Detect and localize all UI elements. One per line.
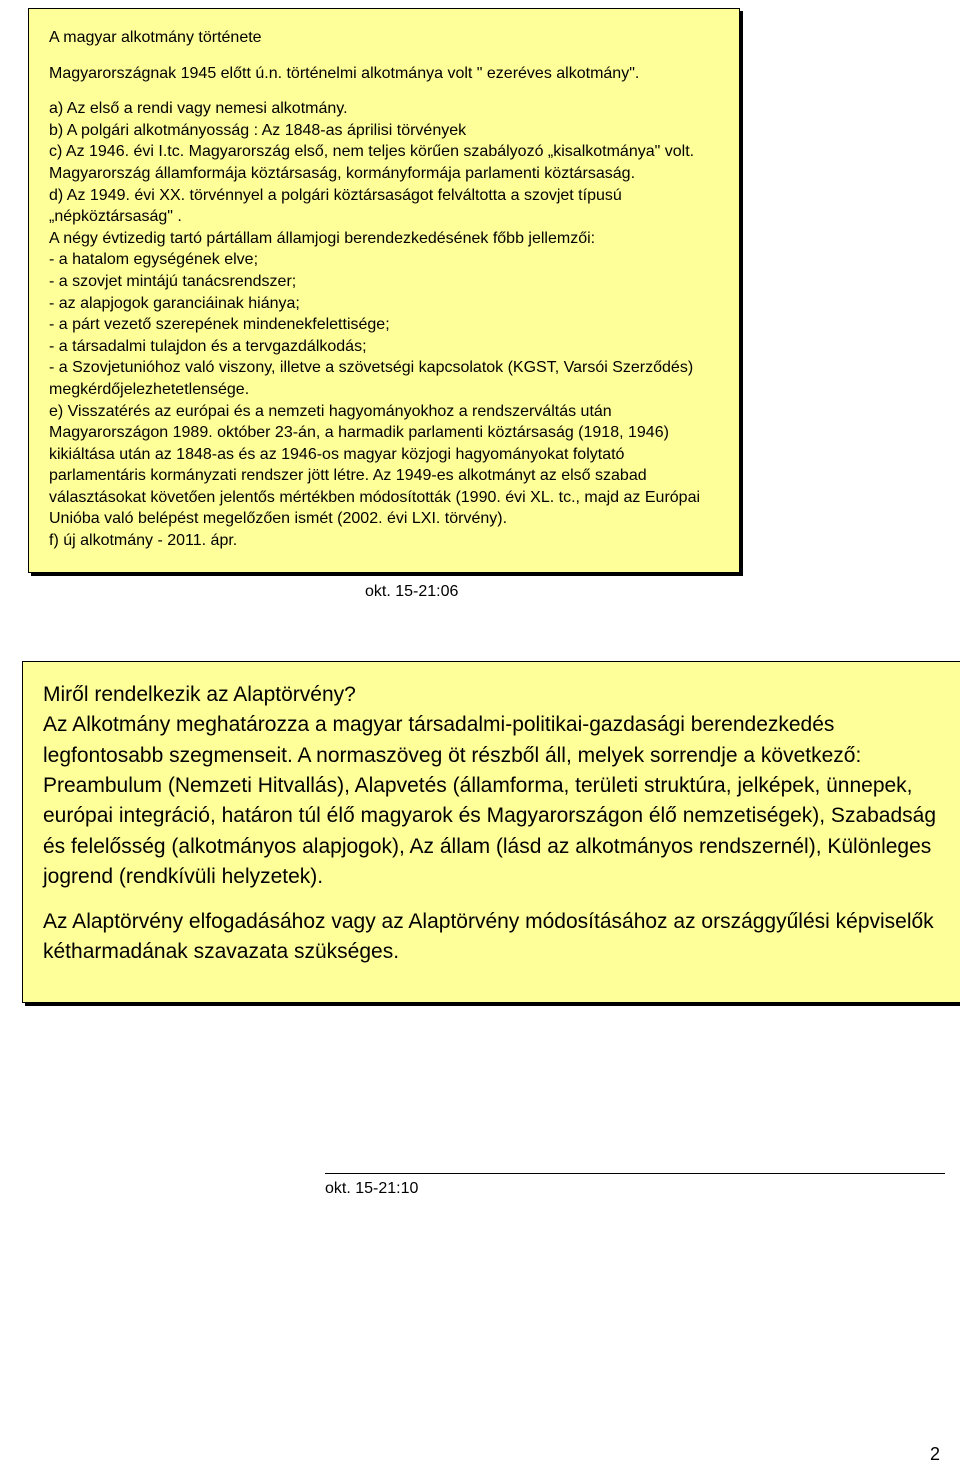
box1-feature-4: - a társadalmi tulajdon és a tervgazdálk… [49, 336, 719, 358]
box1-body: a) Az első a rendi vagy nemesi alkotmány… [49, 98, 719, 551]
box1-item-d: d) Az 1949. évi XX. törvénnyel a polgári… [49, 185, 719, 228]
box1-feature-5: - a Szovjetunióhoz való viszony, illetve… [49, 357, 719, 400]
box1-item-e: e) Visszatérés az európai és a nemzeti h… [49, 401, 719, 531]
box1-feature-2: - az alapjogok garanciáinak hiánya; [49, 293, 719, 315]
content-box-1: A magyar alkotmány története Magyarorszá… [28, 8, 740, 573]
box1-item-b: b) A polgári alkotmányosság : Az 1848-as… [49, 120, 719, 142]
box1-title: A magyar alkotmány története [49, 27, 719, 49]
page: A magyar alkotmány története Magyarorszá… [0, 8, 960, 1473]
timestamp-2: okt. 15-21:10 [325, 1173, 945, 1198]
box2-heading: Miről rendelkezik az Alaptörvény? [43, 680, 943, 710]
timestamp-1: okt. 15-21:06 [365, 583, 960, 601]
box1-feature-3: - a párt vezető szerepének mindenekfelet… [49, 314, 719, 336]
box1-intro: Magyarországnak 1945 előtt ú.n. történel… [49, 63, 719, 85]
box2-body-1: Az Alkotmány meghatározza a magyar társa… [43, 710, 943, 893]
box1-item-f: f) új alkotmány - 2011. ápr. [49, 530, 719, 552]
content-box-2: Miről rendelkezik az Alaptörvény? Az Alk… [22, 661, 960, 1003]
box1-features-intro: A négy évtizedig tartó pártállam államjo… [49, 228, 719, 250]
box1-feature-0: - a hatalom egységének elve; [49, 249, 719, 271]
box2-body-2: Az Alaptörvény elfogadásához vagy az Ala… [43, 907, 943, 968]
box1-item-c: c) Az 1946. évi I.tc. Magyarország első,… [49, 141, 719, 184]
box1-item-a: a) Az első a rendi vagy nemesi alkotmány… [49, 98, 719, 120]
box1-feature-1: - a szovjet mintájú tanácsrendszer; [49, 271, 719, 293]
page-number: 2 [930, 1444, 940, 1465]
